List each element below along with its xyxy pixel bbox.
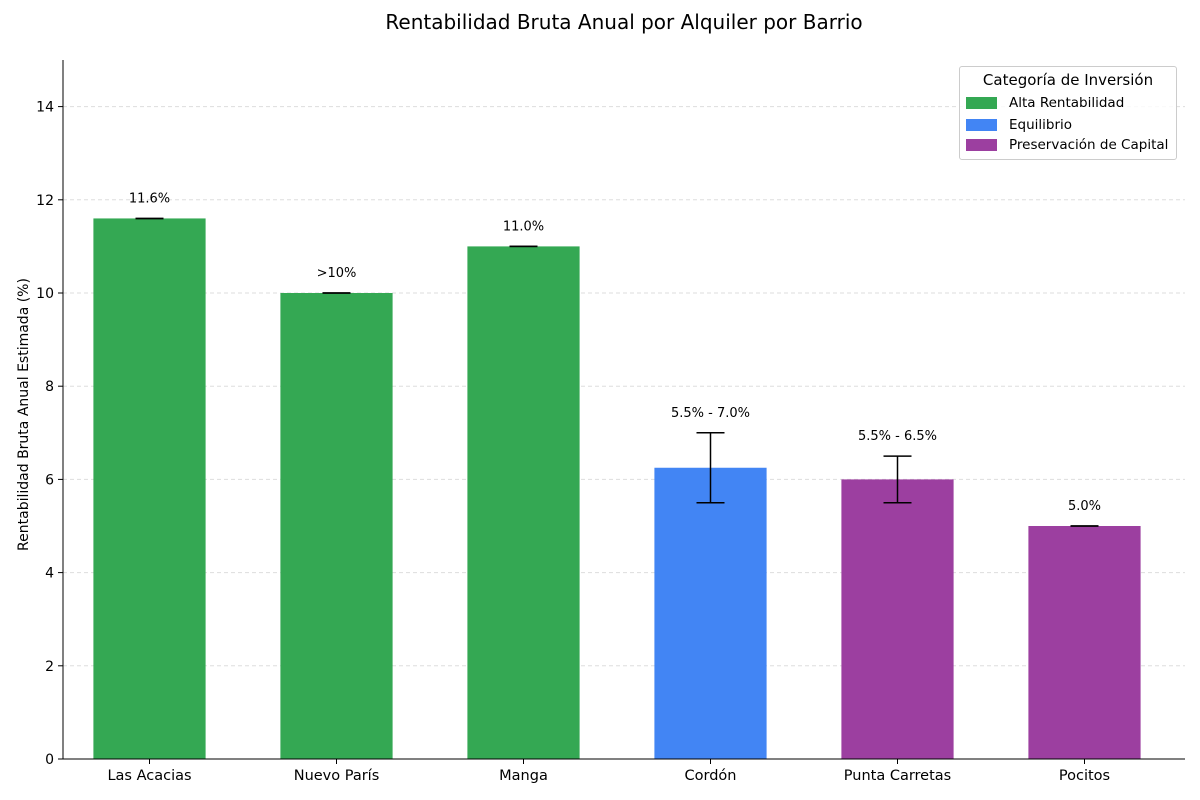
x-tick-label: Nuevo París	[294, 768, 380, 784]
legend-item-preservacion-de-capital: Preservación de Capital	[966, 135, 1168, 155]
bar	[467, 246, 580, 759]
legend: Categoría de Inversión Alta Rentabilidad…	[959, 66, 1177, 160]
y-tick-label: 0	[45, 752, 54, 768]
legend-label: Equilibrio	[1009, 117, 1073, 133]
bar	[280, 293, 393, 759]
legend-title: Categoría de Inversión	[982, 71, 1154, 89]
legend-label: Alta Rentabilidad	[1009, 95, 1125, 111]
y-tick-label: 2	[45, 659, 54, 675]
y-tick-label: 14	[36, 100, 54, 116]
x-tick-label: Pocitos	[1059, 768, 1110, 784]
y-tick-label: 12	[36, 193, 54, 209]
data-label: 5.5% - 7.0%	[671, 406, 750, 421]
y-tick-label: 4	[45, 566, 54, 582]
bar	[93, 218, 206, 759]
chart-title: Rentabilidad Bruta Anual por Alquiler po…	[385, 10, 863, 34]
data-label: >10%	[317, 266, 357, 281]
y-tick-label: 8	[45, 379, 54, 395]
legend-swatch	[966, 119, 997, 131]
bar	[841, 479, 954, 759]
legend-swatch	[966, 97, 997, 109]
x-tick-label: Cordón	[685, 768, 737, 784]
x-tick-label: Las Acacias	[107, 768, 191, 784]
legend-label: Preservación de Capital	[1009, 137, 1169, 153]
x-tick-label: Punta Carretas	[844, 768, 951, 784]
y-tick-label: 6	[45, 472, 54, 488]
legend-item-equilibrio: Equilibrio	[966, 115, 1072, 135]
x-tick-label: Manga	[499, 768, 548, 784]
y-axis-label: Rentabilidad Bruta Anual Estimada (%)	[16, 278, 32, 551]
legend-item-alta-rentabilidad: Alta Rentabilidad	[966, 93, 1124, 113]
bar	[654, 467, 767, 759]
y-tick-label: 10	[36, 286, 54, 302]
data-label: 5.5% - 6.5%	[858, 429, 937, 444]
data-label: 11.0%	[503, 219, 544, 234]
data-label: 11.6%	[129, 191, 170, 206]
data-label: 5.0%	[1068, 499, 1101, 514]
legend-swatch	[966, 139, 997, 151]
bar	[1028, 526, 1141, 759]
